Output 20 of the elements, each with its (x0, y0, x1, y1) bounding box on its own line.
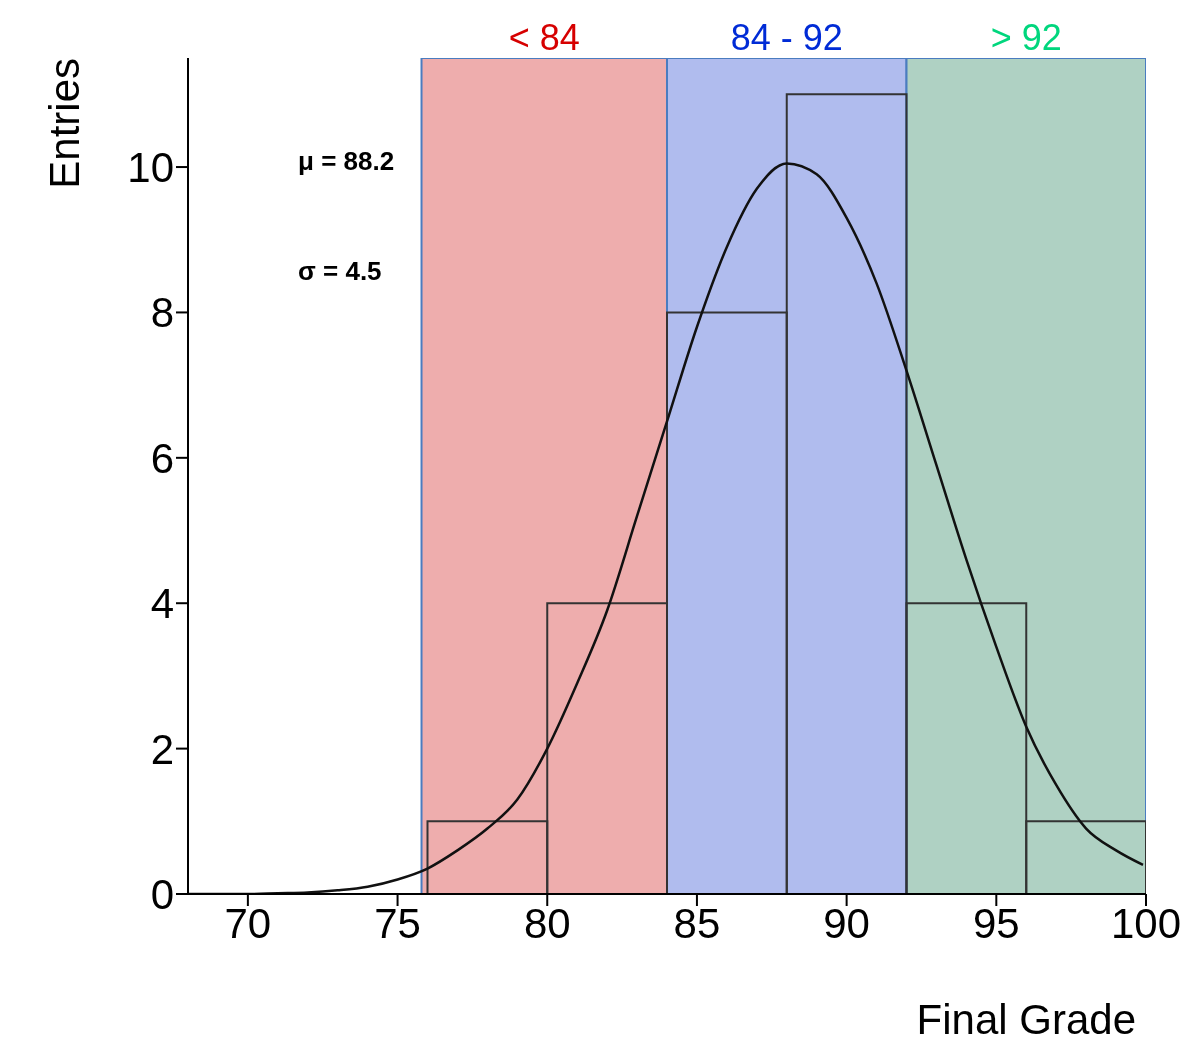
x-tick-label: 70 (224, 899, 272, 947)
y-tick-label: 2 (150, 725, 174, 773)
y-tick-label: 0 (150, 870, 174, 918)
band-label: > 92 (990, 17, 1062, 58)
x-tick-label: 80 (523, 899, 571, 947)
x-tick-label: 100 (1110, 899, 1182, 947)
annotation: μ = 88.2 (298, 146, 395, 176)
y-tick-label: 6 (150, 434, 174, 482)
x-axis-title: Final Grade (916, 996, 1136, 1043)
band-label: < 84 (508, 17, 580, 58)
x-tick-label: 95 (972, 899, 1020, 947)
y-axis-title: Entries (41, 58, 89, 189)
y-tick-label: 10 (127, 143, 174, 191)
y-tick-label: 4 (150, 580, 174, 628)
x-tick-label: 90 (823, 899, 870, 947)
annotation: σ = 4.5 (298, 256, 382, 286)
x-tick-label: 75 (374, 899, 421, 947)
band-label: 84 - 92 (730, 17, 843, 58)
y-tick-label: 8 (150, 289, 174, 337)
x-tick-label: 85 (673, 899, 721, 947)
